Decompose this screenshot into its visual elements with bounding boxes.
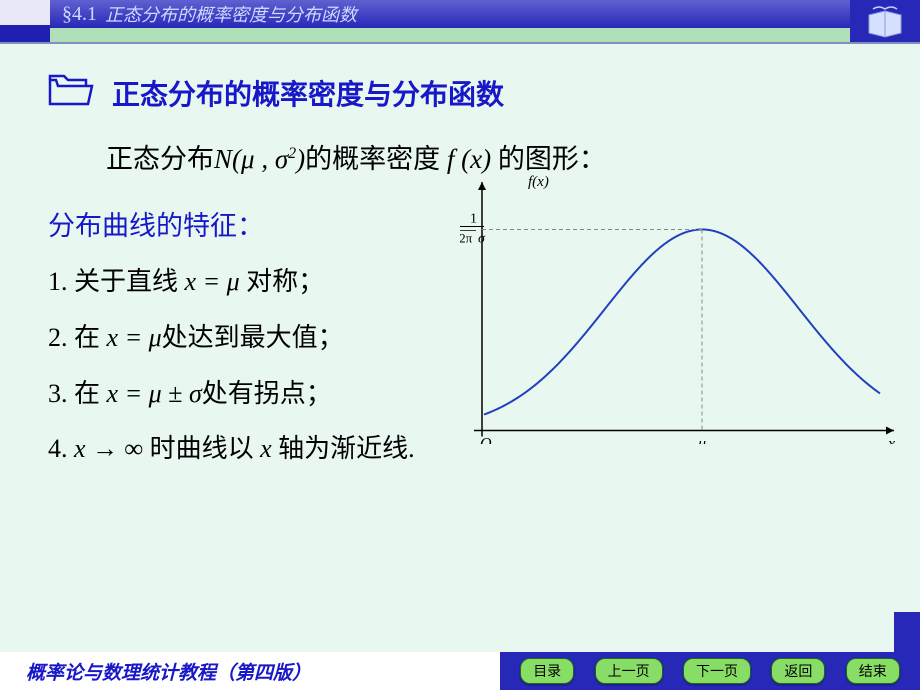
section-title: 正态分布的概率密度与分布函数 (105, 1, 357, 27)
item-suffix: 时曲线以 x 轴为渐近线. (143, 434, 415, 463)
toc-button[interactable]: 目录 (520, 658, 574, 684)
item-math: x = μ ± σ (107, 379, 202, 408)
main-heading: 正态分布的概率密度与分布函数 (112, 73, 504, 113)
svg-text:1: 1 (470, 211, 477, 226)
next-button[interactable]: 下一页 (683, 658, 751, 684)
footer-bar: 概率论与数理统计教程（第四版） 目录 上一页 下一页 返回 结束 (0, 652, 920, 690)
book-icon (865, 3, 905, 39)
svg-text:σ: σ (478, 231, 486, 246)
svg-text:√2π: √2π (460, 230, 473, 245)
nav-buttons: 目录 上一页 下一页 返回 结束 (500, 652, 920, 690)
heading-row: 正态分布的概率密度与分布函数 (48, 72, 888, 113)
svg-text:μ: μ (697, 436, 706, 445)
formula-notation: N(μ , σ2) (214, 144, 305, 174)
svg-text:f(x): f(x) (528, 174, 549, 190)
prev-button[interactable]: 上一页 (595, 658, 663, 684)
section-number: §4.1 (62, 3, 97, 26)
item-math: x → ∞ (74, 434, 143, 463)
formula-suffix: 的图形： (498, 144, 606, 174)
header-bar: §4.1 正态分布的概率密度与分布函数 (0, 0, 920, 42)
item-math: x = μ (107, 323, 162, 352)
folder-open-icon (48, 72, 94, 113)
item-suffix: 对称； (240, 267, 325, 296)
chart-svg: f(x) x Oμ 1 √2π σ (460, 174, 900, 444)
item-prefix: 3. 在 (48, 379, 107, 408)
formula-line: 正态分布N(μ , σ2)的概率密度 f (x) 的图形： (106, 137, 888, 176)
formula-mid: 的概率密度 (305, 144, 440, 174)
end-button[interactable]: 结束 (846, 658, 900, 684)
content-area: 正态分布的概率密度与分布函数 正态分布N(μ , σ2)的概率密度 f (x) … (0, 42, 920, 652)
book-title: 概率论与数理统计教程（第四版） (0, 652, 500, 690)
header-title-bar: §4.1 正态分布的概率密度与分布函数 (50, 0, 850, 28)
item-prefix: 1. 关于直线 (48, 267, 185, 296)
item-suffix: 处达到最大值； (162, 323, 344, 352)
normal-curve-chart: f(x) x Oμ 1 √2π σ (460, 174, 900, 444)
svg-text:O: O (480, 436, 492, 445)
item-math: x = μ (185, 267, 240, 296)
formula-fx: f (x) (440, 144, 498, 174)
bottom-corner-block (894, 612, 920, 652)
formula-prefix: 正态分布 (106, 144, 214, 174)
back-button[interactable]: 返回 (771, 658, 825, 684)
header-corner-block (0, 0, 50, 42)
item-prefix: 2. 在 (48, 323, 107, 352)
item-suffix: 处有拐点； (202, 379, 332, 408)
item-prefix: 4. (48, 434, 74, 463)
svg-text:x: x (887, 436, 895, 445)
logo-area (850, 0, 920, 42)
